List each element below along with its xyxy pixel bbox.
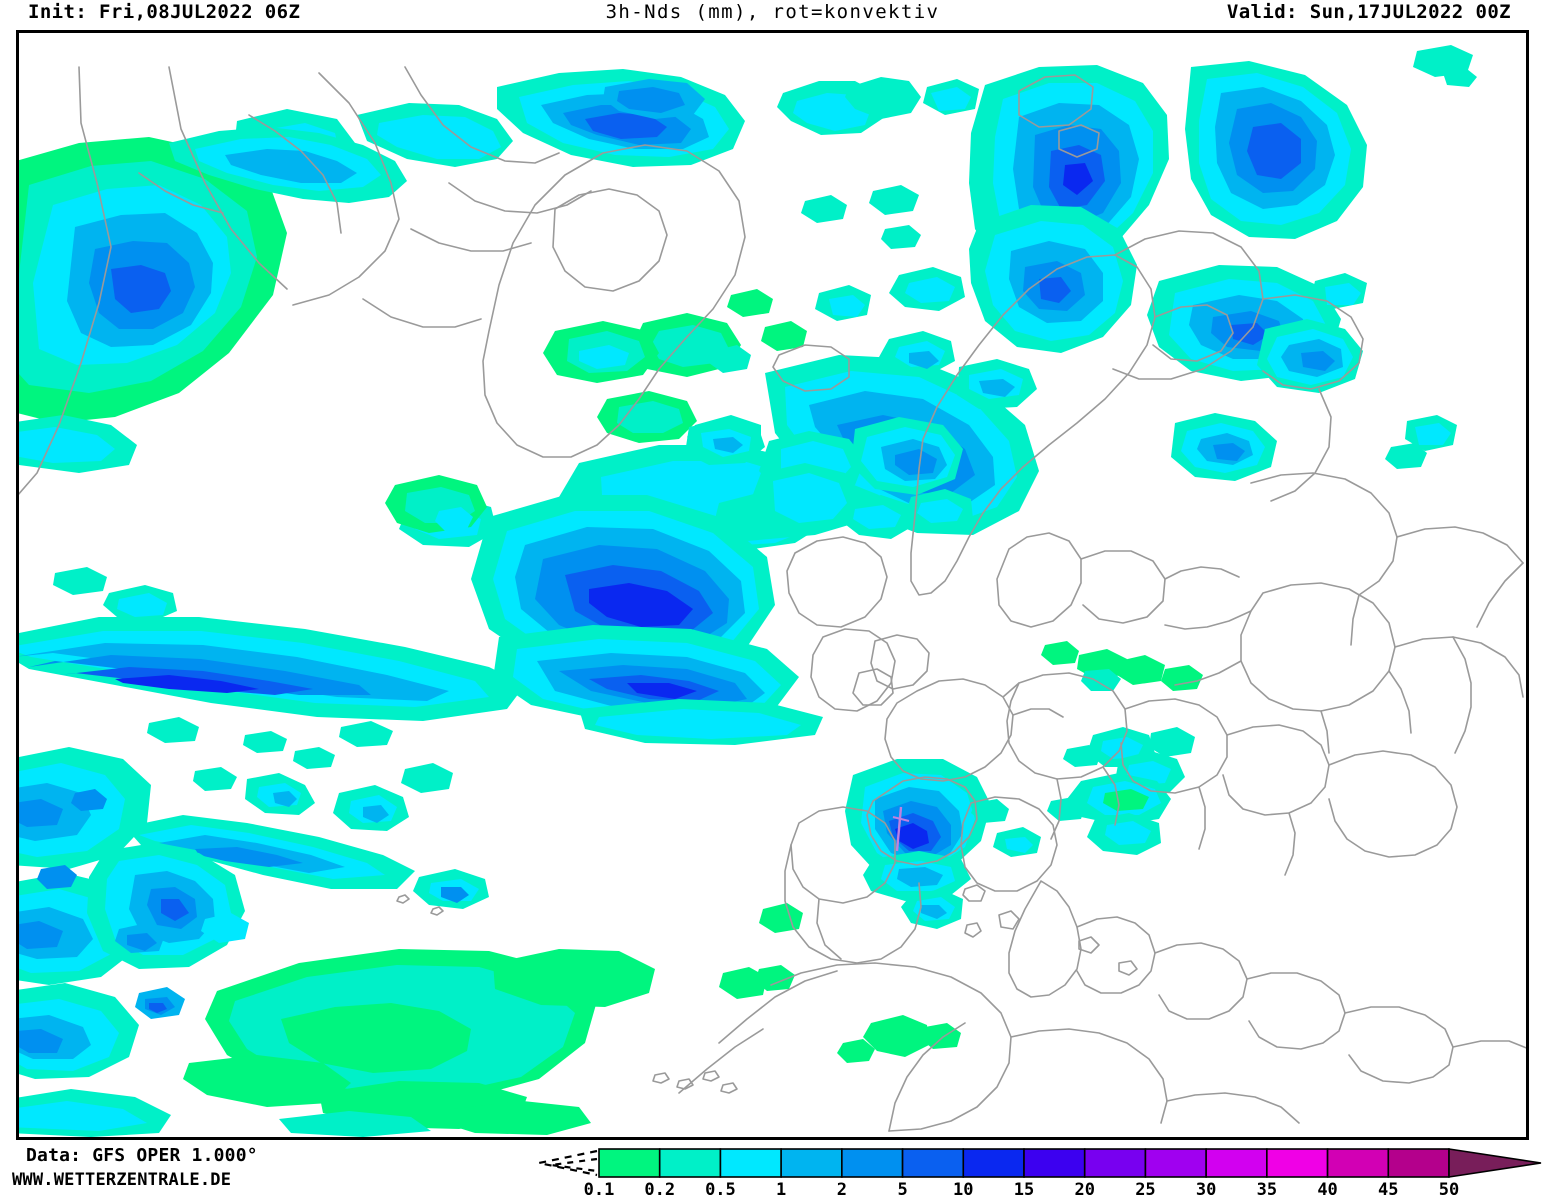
colorbar-tick-label: 35: [1257, 1180, 1277, 1200]
colorbar-tick-label: 20: [1074, 1180, 1094, 1200]
colorbar-band: [901, 1148, 965, 1178]
colorbar-bands: [598, 1148, 1542, 1178]
colorbar-tick-label: 5: [897, 1180, 907, 1200]
coastlines-and-borders: [19, 66, 1526, 1132]
underflow-wedge-icon: [538, 1149, 598, 1177]
website-label[interactable]: WWW.WETTERZENTRALE.DE: [12, 1170, 232, 1190]
colorbar-tick-label: 1: [776, 1180, 786, 1200]
colorbar-band: [719, 1148, 782, 1178]
map-footer: Data: GFS OPER 1.000° WWW.WETTERZENTRALE…: [0, 1143, 1545, 1200]
colorbar-tick-label: 0.5: [705, 1180, 736, 1200]
valid-time-label: Valid: Sun,17JUL2022 00Z: [1226, 1, 1511, 23]
colorbar-band: [658, 1148, 722, 1178]
colorbar-band: [1023, 1148, 1086, 1178]
colorbar-tick-label: 0.2: [644, 1180, 675, 1200]
colorbar-band: [1266, 1148, 1329, 1178]
colorbar-tick-label: 25: [1135, 1180, 1155, 1200]
colorbar-band: [1205, 1148, 1268, 1178]
map-header: Init: Fri,08JUL2022 06Z 3h-Nds (mm), rot…: [0, 0, 1545, 30]
colorbar-band: [841, 1148, 904, 1178]
colorbar-tick-label: 10: [953, 1180, 973, 1200]
colorbar-tick-label: 30: [1196, 1180, 1216, 1200]
map-title: 3h-Nds (mm), rot=konvektiv: [605, 1, 940, 23]
colorbar-tick-label: 15: [1014, 1180, 1034, 1200]
init-time-label: Init: Fri,08JUL2022 06Z: [28, 1, 301, 23]
colorbar-band: [962, 1148, 1025, 1178]
colorbar-band: [1144, 1148, 1207, 1178]
colorbar-tick-label: 0.1: [584, 1180, 615, 1200]
colorbar-band: [1083, 1148, 1147, 1178]
colorbar-tick-label: 50: [1439, 1180, 1459, 1200]
precipitation-heatmap: [19, 33, 1526, 1137]
colorbar-band: [1387, 1148, 1450, 1178]
map-plot-area: [16, 30, 1529, 1140]
colorbar-band: [598, 1148, 661, 1178]
overflow-wedge-icon: [1448, 1148, 1542, 1178]
colorbar-band: [780, 1148, 843, 1178]
colorbar-tick-label: 45: [1378, 1180, 1398, 1200]
colorbar-tick-label: 2: [837, 1180, 847, 1200]
colorbar-tick-labels: 0.1 0.2 0.5 1 2 5 10 15 20 25 30 35 40 45 50: [584, 1180, 1460, 1200]
precipitation-contours: [19, 45, 1477, 1137]
colorbar-tick-label: 40: [1317, 1180, 1337, 1200]
precipitation-colorbar: 0.1 0.2 0.5 1 2 5 10 15 20 25 30 35 40 45 50: [533, 1145, 1545, 1200]
data-source-label: Data: GFS OPER 1.000°: [26, 1145, 258, 1166]
colorbar-band: [1326, 1148, 1390, 1178]
colorbar-svg: 0.1 0.2 0.5 1 2 5 10 15 20 25 30 35 40 45 50: [538, 1148, 1542, 1200]
